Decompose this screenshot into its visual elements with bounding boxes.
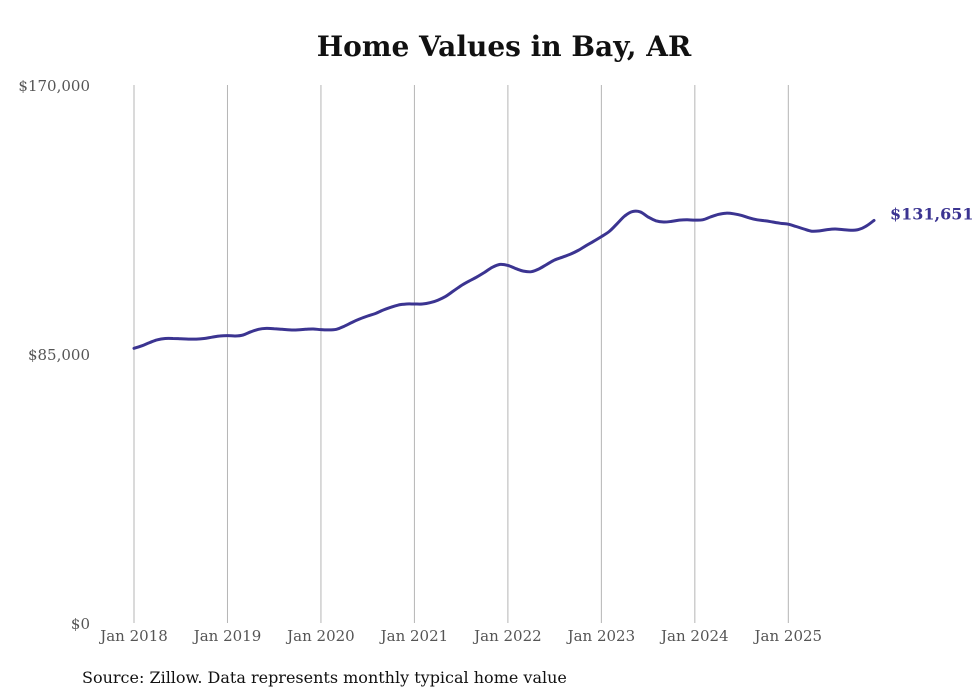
- gridlines: [133, 85, 789, 623]
- x-tick-label: Jan 2020: [285, 627, 355, 645]
- x-tick-label: Jan 2021: [379, 627, 449, 645]
- x-tick-label: Jan 2018: [98, 627, 168, 645]
- y-tick-label: $0: [71, 615, 90, 633]
- source-note: Source: Zillow. Data represents monthly …: [82, 668, 567, 687]
- x-tick-label: Jan 2023: [566, 627, 636, 645]
- series-line: [132, 209, 876, 350]
- end-value-label: $131,651: [890, 204, 974, 223]
- x-tick-label: Jan 2022: [472, 627, 542, 645]
- x-tick-label: Jan 2025: [753, 627, 823, 645]
- y-axis: $0 $85,000 $170,000: [18, 77, 90, 633]
- series-lines: [132, 209, 876, 350]
- y-tick-label: $170,000: [18, 77, 90, 95]
- x-tick-label: Jan 2019: [192, 627, 262, 645]
- x-tick-label: Jan 2024: [659, 627, 729, 645]
- x-axis: Jan 2018 Jan 2019 Jan 2020 Jan 2021 Jan 2022…: [98, 627, 822, 645]
- data-labels: $131,651: [890, 204, 974, 223]
- y-tick-label: $85,000: [28, 346, 90, 364]
- chart-title: Home Values in Bay, AR: [316, 30, 692, 63]
